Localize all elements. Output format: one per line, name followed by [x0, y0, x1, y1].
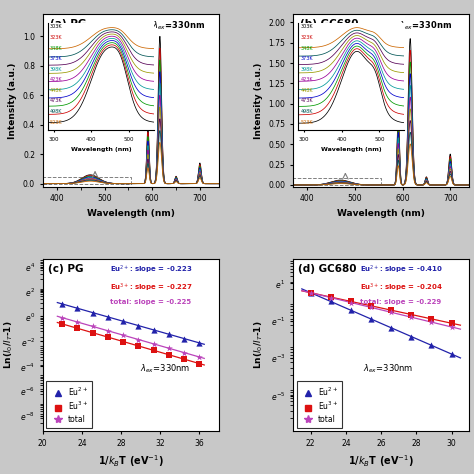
- Point: [73, 325, 81, 332]
- Point: [58, 320, 66, 328]
- Point: [119, 331, 127, 339]
- Text: $\lambda_{ex}$=330nm: $\lambda_{ex}$=330nm: [399, 19, 452, 32]
- Point: [387, 309, 395, 316]
- X-axis label: 1/$k_B$T (eV$^{-1}$): 1/$k_B$T (eV$^{-1}$): [348, 454, 414, 469]
- Text: (b) GC680: (b) GC680: [300, 19, 358, 29]
- Text: Eu$^{3+}$: slope = -0.204: Eu$^{3+}$: slope = -0.204: [360, 282, 443, 294]
- Point: [104, 313, 112, 321]
- Point: [367, 304, 375, 311]
- Text: $\lambda_{ex}$=330nm: $\lambda_{ex}$=330nm: [140, 363, 190, 375]
- Point: [196, 360, 203, 367]
- Text: $\lambda_{ex}$=330nm: $\lambda_{ex}$=330nm: [364, 363, 414, 375]
- Point: [327, 298, 335, 305]
- Point: [327, 293, 335, 301]
- Point: [135, 336, 142, 343]
- Point: [327, 294, 335, 301]
- Point: [104, 327, 112, 335]
- Text: (c) PG: (c) PG: [48, 264, 83, 274]
- Point: [367, 315, 375, 323]
- Y-axis label: Intensity (a.u.): Intensity (a.u.): [9, 62, 18, 138]
- Text: Eu$^{3+}$: slope = -0.227: Eu$^{3+}$: slope = -0.227: [109, 282, 192, 294]
- Point: [73, 304, 81, 312]
- Point: [180, 356, 188, 363]
- Text: (d) GC680: (d) GC680: [298, 264, 357, 274]
- Point: [367, 302, 375, 310]
- Point: [448, 350, 456, 358]
- Text: total: slope = -0.225: total: slope = -0.225: [109, 299, 191, 305]
- Point: [448, 319, 456, 327]
- Point: [73, 318, 81, 326]
- Point: [58, 300, 66, 308]
- Point: [165, 330, 173, 338]
- Legend: Eu$^{2+}$, Eu$^{3+}$, total: Eu$^{2+}$, Eu$^{3+}$, total: [46, 382, 92, 428]
- Point: [150, 326, 157, 334]
- Point: [135, 342, 142, 350]
- Point: [58, 314, 66, 321]
- Point: [387, 306, 395, 314]
- Y-axis label: Ln($I_0$/$I_T$-1): Ln($I_0$/$I_T$-1): [253, 321, 265, 369]
- Point: [150, 346, 157, 354]
- Point: [150, 340, 157, 347]
- Point: [408, 311, 415, 319]
- Point: [165, 351, 173, 358]
- Text: total: slope = -0.229: total: slope = -0.229: [360, 299, 441, 305]
- Point: [196, 339, 203, 346]
- Point: [89, 309, 97, 317]
- Point: [135, 322, 142, 329]
- Point: [104, 333, 112, 341]
- Point: [428, 315, 435, 323]
- Point: [307, 289, 314, 297]
- Y-axis label: Intensity (a.u.): Intensity (a.u.): [254, 62, 263, 138]
- Text: $\lambda_{ex}$=330nm: $\lambda_{ex}$=330nm: [152, 19, 205, 32]
- Point: [165, 345, 173, 352]
- Point: [408, 333, 415, 340]
- Point: [307, 289, 314, 297]
- Point: [89, 329, 97, 337]
- Text: (a) PG: (a) PG: [50, 19, 86, 29]
- Point: [180, 349, 188, 356]
- Bar: [43, 177, 131, 183]
- X-axis label: 1/$k_B$T (eV$^{-1}$): 1/$k_B$T (eV$^{-1}$): [98, 454, 164, 469]
- Point: [347, 307, 355, 314]
- Point: [196, 353, 203, 361]
- Point: [347, 299, 355, 306]
- Point: [89, 323, 97, 330]
- Text: Eu$^{2+}$: slope = -0.410: Eu$^{2+}$: slope = -0.410: [360, 264, 443, 276]
- Point: [408, 313, 415, 321]
- Point: [428, 319, 435, 326]
- X-axis label: Wavelength (nm): Wavelength (nm): [337, 209, 425, 218]
- Point: [448, 323, 456, 331]
- Point: [119, 338, 127, 346]
- Bar: [293, 178, 381, 185]
- X-axis label: Wavelength (nm): Wavelength (nm): [87, 209, 175, 218]
- Text: Eu$^{2+}$: slope = -0.223: Eu$^{2+}$: slope = -0.223: [109, 264, 192, 276]
- Y-axis label: Ln($I_0$/$I_T$-1): Ln($I_0$/$I_T$-1): [2, 321, 15, 369]
- Point: [180, 335, 188, 342]
- Point: [119, 318, 127, 325]
- Point: [387, 324, 395, 332]
- Point: [347, 298, 355, 305]
- Legend: Eu$^{2+}$, Eu$^{3+}$, total: Eu$^{2+}$, Eu$^{3+}$, total: [297, 382, 342, 428]
- Point: [428, 342, 435, 349]
- Point: [307, 289, 314, 297]
